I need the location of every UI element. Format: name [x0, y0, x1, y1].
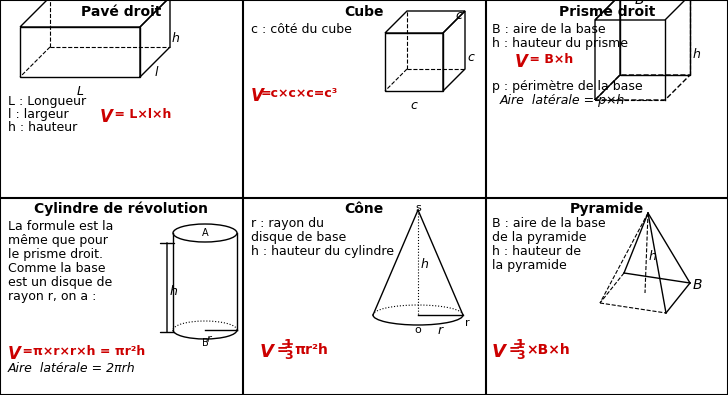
- Text: Pyramide: Pyramide: [570, 202, 644, 216]
- Text: p : périmètre de la base: p : périmètre de la base: [492, 80, 643, 93]
- Text: h: h: [172, 32, 180, 45]
- Text: Cube: Cube: [344, 5, 384, 19]
- Text: c: c: [411, 99, 417, 112]
- Text: B: B: [693, 278, 703, 292]
- Text: Aire  latérale = 2πrh: Aire latérale = 2πrh: [8, 362, 135, 375]
- Text: rayon r, on a :: rayon r, on a :: [8, 290, 96, 303]
- Text: r: r: [465, 318, 470, 328]
- Text: V: V: [492, 343, 506, 361]
- Text: V: V: [515, 53, 528, 71]
- Text: 1: 1: [516, 338, 525, 351]
- Text: =π×r×r×h = πr²h: =π×r×r×h = πr²h: [18, 345, 146, 358]
- Text: =: =: [272, 343, 288, 357]
- Text: est un disque de: est un disque de: [8, 276, 112, 289]
- Text: même que pour: même que pour: [8, 234, 108, 247]
- Text: s: s: [415, 203, 421, 213]
- Text: r: r: [438, 324, 443, 337]
- Text: c: c: [467, 51, 474, 64]
- Text: r: r: [207, 334, 212, 344]
- Text: = L×l×h: = L×l×h: [110, 108, 171, 121]
- Text: r : rayon du: r : rayon du: [251, 217, 324, 230]
- Text: =: =: [504, 343, 521, 357]
- Text: V: V: [251, 87, 264, 105]
- Text: la pyramide: la pyramide: [492, 259, 567, 272]
- Text: h : hauteur du cylindre: h : hauteur du cylindre: [251, 245, 394, 258]
- Text: h : hauteur du prisme: h : hauteur du prisme: [492, 37, 628, 50]
- Text: Cône: Cône: [344, 202, 384, 216]
- Text: l : largeur: l : largeur: [8, 108, 68, 121]
- Text: Comme la base: Comme la base: [8, 262, 106, 275]
- Text: ×B×h: ×B×h: [526, 343, 570, 357]
- Text: h : hauteur de: h : hauteur de: [492, 245, 581, 258]
- Text: h : hauteur: h : hauteur: [8, 121, 77, 134]
- Text: le prisme droit.: le prisme droit.: [8, 248, 103, 261]
- Text: h: h: [170, 285, 178, 298]
- Text: B : aire de la base: B : aire de la base: [492, 217, 606, 230]
- Text: La formule est la: La formule est la: [8, 220, 114, 233]
- Text: V: V: [100, 108, 113, 126]
- Text: Prisme droit: Prisme droit: [559, 5, 655, 19]
- Text: =c×c×c=c³: =c×c×c=c³: [261, 87, 339, 100]
- Text: o: o: [414, 325, 421, 335]
- Text: A: A: [202, 228, 209, 238]
- Text: V: V: [260, 343, 274, 361]
- Text: l: l: [155, 66, 159, 79]
- Text: h: h: [421, 258, 429, 271]
- Text: c : côté du cube: c : côté du cube: [251, 23, 352, 36]
- Text: 3: 3: [516, 349, 525, 362]
- Text: B : aire de la base: B : aire de la base: [492, 23, 606, 36]
- Text: V: V: [8, 345, 21, 363]
- Text: 3: 3: [284, 349, 293, 362]
- Text: disque de base: disque de base: [251, 231, 347, 244]
- Text: Pavé droit: Pavé droit: [81, 5, 161, 19]
- Text: Cylindre de révolution: Cylindre de révolution: [34, 202, 208, 216]
- Text: h: h: [693, 48, 701, 61]
- Text: L: L: [76, 85, 84, 98]
- Text: h: h: [649, 250, 657, 263]
- Text: B: B: [202, 338, 209, 348]
- Text: πr²h: πr²h: [294, 343, 328, 357]
- Text: = B×h: = B×h: [525, 53, 573, 66]
- Text: c: c: [455, 9, 462, 22]
- Text: B: B: [635, 0, 644, 7]
- Text: 1: 1: [284, 338, 293, 351]
- Text: de la pyramide: de la pyramide: [492, 231, 587, 244]
- Text: L : Longueur: L : Longueur: [8, 95, 86, 108]
- Text: Aire  latérale = p×h: Aire latérale = p×h: [500, 94, 625, 107]
